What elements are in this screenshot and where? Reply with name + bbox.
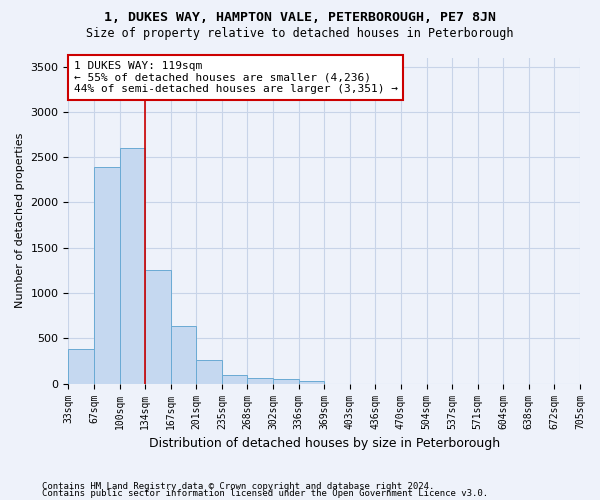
Text: 1 DUKES WAY: 119sqm
← 55% of detached houses are smaller (4,236)
44% of semi-det: 1 DUKES WAY: 119sqm ← 55% of detached ho… <box>74 61 398 94</box>
Text: Contains public sector information licensed under the Open Government Licence v3: Contains public sector information licen… <box>42 490 488 498</box>
Y-axis label: Number of detached properties: Number of detached properties <box>15 133 25 308</box>
Text: Contains HM Land Registry data © Crown copyright and database right 2024.: Contains HM Land Registry data © Crown c… <box>42 482 434 491</box>
X-axis label: Distribution of detached houses by size in Peterborough: Distribution of detached houses by size … <box>149 437 500 450</box>
Bar <box>222 374 247 384</box>
Bar <box>299 380 324 384</box>
Bar <box>273 378 299 384</box>
Bar <box>94 167 119 384</box>
Bar <box>145 270 171 384</box>
Bar <box>171 326 196 384</box>
Text: Size of property relative to detached houses in Peterborough: Size of property relative to detached ho… <box>86 28 514 40</box>
Bar <box>247 378 273 384</box>
Bar <box>119 148 145 384</box>
Bar <box>196 360 222 384</box>
Bar <box>68 350 94 384</box>
Text: 1, DUKES WAY, HAMPTON VALE, PETERBOROUGH, PE7 8JN: 1, DUKES WAY, HAMPTON VALE, PETERBOROUGH… <box>104 11 496 24</box>
